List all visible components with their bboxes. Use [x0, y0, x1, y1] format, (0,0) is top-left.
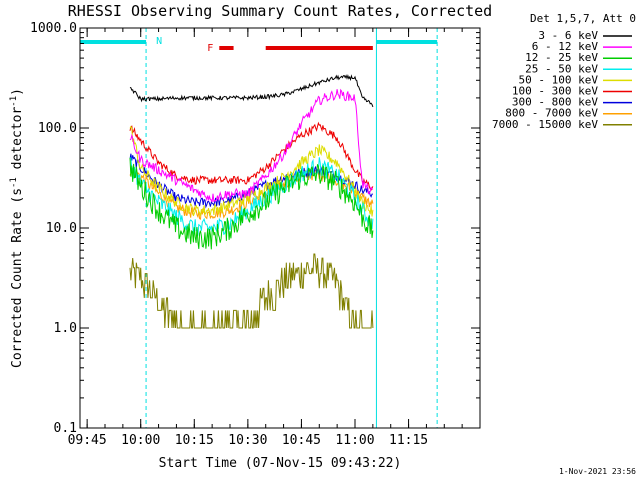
- series-layer: [129, 74, 374, 329]
- legend-label: 300 - 800 keV: [512, 96, 598, 109]
- x-tick-label: 10:15: [175, 433, 214, 448]
- legend-label: 12 - 25 keV: [525, 51, 598, 64]
- y-axis-label: Corrected Count Rate (s-1 detector-1): [9, 88, 25, 368]
- series-line-4: [129, 156, 374, 236]
- plot-frame: [79, 27, 481, 429]
- y-axis: 1000.0 100.0 10.0 1.0 0.1: [30, 21, 480, 436]
- y-label-end: ): [10, 88, 25, 96]
- legend-label: 50 - 100 keV: [519, 73, 599, 86]
- night-label: N: [156, 36, 162, 47]
- y-label-mid: detector: [10, 107, 25, 178]
- series-line-9: [129, 253, 374, 329]
- x-tick-label: 11:00: [335, 433, 374, 448]
- x-axis-label: Start Time (07-Nov-15 09:43:22): [159, 456, 402, 471]
- legend-header: Det 1,5,7, Att 0: [530, 12, 636, 25]
- night-flare-annotations: NF: [79, 28, 438, 428]
- series-line-5: [129, 125, 374, 217]
- y-tick-label: 10.0: [46, 221, 77, 236]
- x-tick-label: 11:15: [389, 433, 428, 448]
- y-label-sup-2: -1: [9, 96, 19, 107]
- x-tick-label: 10:45: [282, 433, 321, 448]
- legend-label: 7000 - 15000 keV: [492, 118, 598, 131]
- y-tick-label: 1.0: [54, 321, 77, 336]
- series-line-1: [129, 74, 374, 108]
- x-tick-label: 10:30: [228, 433, 267, 448]
- series-line-2: [129, 88, 374, 203]
- legend-label: 25 - 50 keV: [525, 62, 598, 75]
- y-tick-label: 100.0: [38, 121, 77, 136]
- x-tick-label: 09:45: [68, 433, 107, 448]
- y-tick-label: 1000.0: [30, 21, 77, 36]
- legend-label: 3 - 6 keV: [538, 29, 598, 42]
- legend-label: 800 - 7000 keV: [505, 107, 598, 120]
- legend-label: 100 - 300 keV: [512, 85, 598, 98]
- y-tick-label: 0.1: [54, 421, 77, 436]
- y-label-main: Corrected Count Rate (s: [10, 188, 25, 368]
- series-line-3: [129, 157, 374, 250]
- legend-label: 6 - 12 keV: [532, 40, 599, 53]
- flare-label: F: [207, 43, 213, 54]
- x-tick-label: 10:00: [121, 433, 160, 448]
- timestamp: 1-Nov-2021 23:56: [559, 467, 636, 476]
- chart-title: RHESSI Observing Summary Count Rates, Co…: [68, 2, 492, 20]
- x-axis: 09:45 10:00 10:15 10:30 10:45 11:00 11:15: [68, 28, 463, 448]
- y-label-sup-1: -1: [9, 177, 19, 188]
